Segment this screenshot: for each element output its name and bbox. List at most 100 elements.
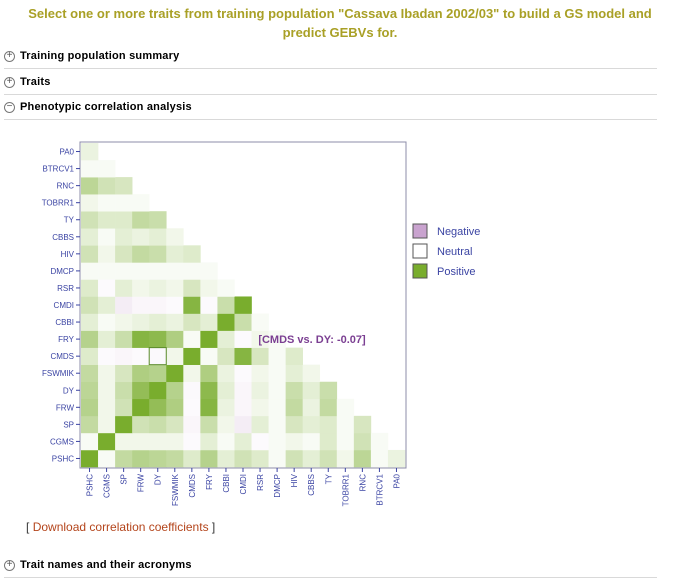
heatmap-cell-SP-HIV[interactable]	[115, 245, 133, 263]
heatmap-cell-RSR-CBBI[interactable]	[251, 313, 269, 331]
heatmap-cell-CMDS-PSHC[interactable]	[183, 449, 201, 468]
heatmap-cell-PSHC-PA0[interactable]	[81, 143, 99, 161]
heatmap-cell-SP-TOBRR1[interactable]	[115, 194, 133, 212]
heatmap-cell-CBBI-DY[interactable]	[217, 381, 235, 400]
heatmap-cell-PA0-PSHC[interactable]	[387, 449, 406, 468]
heatmap-cell-PSHC-DMCP[interactable]	[81, 262, 99, 280]
collapse-icon[interactable]: −	[4, 102, 15, 113]
heatmap-cell-TY-FRW[interactable]	[319, 398, 338, 417]
heatmap-cell-CBBS-SP[interactable]	[302, 415, 321, 434]
heatmap-cell-SP-DY[interactable]	[115, 381, 133, 400]
heatmap-cell-DY-CGMS[interactable]	[149, 432, 167, 451]
heatmap-cell-CMDI-PSHC[interactable]	[234, 449, 252, 468]
heatmap-cell-FSWMIK-RSR[interactable]	[166, 279, 184, 297]
heatmap-cell-DMCP-DY[interactable]	[268, 381, 286, 400]
heatmap-cell-DY-FRW[interactable]	[149, 398, 167, 417]
heatmap-cell-SP-FRW[interactable]	[115, 398, 133, 417]
heatmap-cell-PSHC-FRW[interactable]	[81, 398, 99, 417]
heatmap-cell-DMCP-FSWMIK[interactable]	[268, 364, 286, 383]
heatmap-cell-FSWMIK-DMCP[interactable]	[166, 262, 184, 280]
heatmap-cell-PSHC-FSWMIK[interactable]	[81, 364, 99, 383]
section-phenotypic-correlation[interactable]: − Phenotypic correlation analysis	[4, 99, 657, 120]
heatmap-cell-FRY-FRW[interactable]	[200, 398, 218, 417]
heatmap-cell-CGMS-CMDS[interactable]	[98, 347, 116, 365]
heatmap-cell-CBBI-CBBI[interactable]	[217, 313, 235, 331]
heatmap-cell-DY-CMDI[interactable]	[149, 296, 167, 314]
heatmap-cell-HIV-CGMS[interactable]	[285, 432, 303, 451]
heatmap-cell-CBBS-FSWMIK[interactable]	[302, 364, 321, 383]
heatmap-cell-FSWMIK-FRW[interactable]	[166, 398, 184, 417]
heatmap-cell-CGMS-FRW[interactable]	[98, 398, 116, 417]
heatmap-cell-CGMS-RNC[interactable]	[98, 177, 116, 195]
heatmap-cell-HIV-CMDS[interactable]	[285, 347, 303, 365]
heatmap-cell-CGMS-FSWMIK[interactable]	[98, 364, 116, 383]
heatmap-cell-FSWMIK-FRY[interactable]	[166, 330, 184, 348]
expand-icon[interactable]: +	[4, 77, 15, 88]
heatmap-cell-CBBI-CMDI[interactable]	[217, 296, 235, 314]
heatmap-cell-FRY-CMDI[interactable]	[200, 296, 218, 314]
heatmap-cell-PSHC-RSR[interactable]	[81, 279, 99, 297]
heatmap-cell-FRY-FSWMIK[interactable]	[200, 364, 218, 383]
heatmap-cell-DY-CMDS[interactable]	[149, 347, 167, 365]
heatmap-cell-DMCP-PSHC[interactable]	[268, 449, 286, 468]
heatmap-cell-FRW-CGMS[interactable]	[132, 432, 150, 451]
heatmap-cell-CMDS-SP[interactable]	[183, 415, 201, 434]
heatmap-cell-SP-CBBI[interactable]	[115, 313, 133, 331]
heatmap-cell-DY-DMCP[interactable]	[149, 262, 167, 280]
correlation-heatmap[interactable]: PSHC CGMS SP FRW DY FSWMIK CMDS FRY CBBI CMDI RSR D…	[0, 0, 680, 510]
heatmap-cell-CMDS-HIV[interactable]	[183, 245, 201, 263]
heatmap-cell-DY-PSHC[interactable]	[149, 449, 167, 468]
heatmap-cell-DY-RSR[interactable]	[149, 279, 167, 297]
heatmap-cell-CBBI-SP[interactable]	[217, 415, 235, 434]
heatmap-cell-PSHC-CGMS[interactable]	[81, 432, 99, 451]
heatmap-cell-FRW-CMDS[interactable]	[132, 347, 150, 365]
heatmap-cell-CBBS-FRW[interactable]	[302, 398, 321, 417]
heatmap-cell-SP-RSR[interactable]	[115, 279, 133, 297]
heatmap-cell-FSWMIK-FSWMIK[interactable]	[166, 364, 184, 383]
heatmap-cell-PSHC-CMDI[interactable]	[81, 296, 99, 314]
heatmap-cell-FRY-PSHC[interactable]	[200, 449, 218, 468]
heatmap-cell-DY-FSWMIK[interactable]	[149, 364, 167, 383]
heatmap-cell-CBBI-PSHC[interactable]	[217, 449, 235, 468]
heatmap-cell-FRY-CGMS[interactable]	[200, 432, 218, 451]
heatmap-cell-RSR-PSHC[interactable]	[251, 449, 269, 468]
heatmap-cell-CMDS-CMDI[interactable]	[183, 296, 201, 314]
heatmap-cell-CMDI-CBBI[interactable]	[234, 313, 252, 331]
heatmap-cell-FSWMIK-CBBI[interactable]	[166, 313, 184, 331]
heatmap-cell-RSR-FRY[interactable]	[251, 330, 269, 348]
heatmap-cell-RSR-FSWMIK[interactable]	[251, 364, 269, 383]
heatmap-cell-CGMS-DY[interactable]	[98, 381, 116, 400]
heatmap-cell-TY-PSHC[interactable]	[319, 449, 338, 468]
heatmap-cell-CGMS-CBBI[interactable]	[98, 313, 116, 331]
heatmap-cell-PSHC-BTRCV1[interactable]	[81, 160, 99, 178]
heatmap-cell-FRY-RSR[interactable]	[200, 279, 218, 297]
heatmap-cell-PSHC-CBBS[interactable]	[81, 228, 99, 246]
heatmap-cell-CBBS-CGMS[interactable]	[302, 432, 321, 451]
heatmap-cell-FRW-TOBRR1[interactable]	[132, 194, 150, 212]
heatmap-cell-PSHC-FRY[interactable]	[81, 330, 99, 348]
heatmap-cell-FRW-CMDI[interactable]	[132, 296, 150, 314]
heatmap-cell-CGMS-TOBRR1[interactable]	[98, 194, 116, 212]
heatmap-cell-DY-FRY[interactable]	[149, 330, 167, 348]
heatmap-cell-PSHC-TOBRR1[interactable]	[81, 194, 99, 212]
heatmap-cell-CBBI-CMDS[interactable]	[217, 347, 235, 365]
expand-icon[interactable]: +	[4, 560, 15, 571]
heatmap-cell-CGMS-CBBS[interactable]	[98, 228, 116, 246]
heatmap-cell-SP-CMDS[interactable]	[115, 347, 133, 365]
heatmap-cell-FRW-RSR[interactable]	[132, 279, 150, 297]
heatmap-cell-TY-SP[interactable]	[319, 415, 338, 434]
heatmap-cell-FSWMIK-CMDS[interactable]	[166, 347, 184, 365]
heatmap-cell-FRW-SP[interactable]	[132, 415, 150, 434]
heatmap-cell-TOBRR1-CGMS[interactable]	[336, 432, 355, 451]
heatmap-cell-FRY-FRY[interactable]	[200, 330, 218, 348]
heatmap-cell-DMCP-FRY[interactable]	[268, 330, 286, 348]
heatmap-cell-CMDS-CMDS[interactable]	[183, 347, 201, 365]
heatmap-cell-CMDS-FRY[interactable]	[183, 330, 201, 348]
heatmap-cell-CGMS-CMDI[interactable]	[98, 296, 116, 314]
heatmap-cell-SP-FRY[interactable]	[115, 330, 133, 348]
heatmap-cell-TY-DY[interactable]	[319, 381, 338, 400]
heatmap-cell-SP-CGMS[interactable]	[115, 432, 133, 451]
heatmap-cell-CGMS-BTRCV1[interactable]	[98, 160, 116, 178]
heatmap-cell-FSWMIK-SP[interactable]	[166, 415, 184, 434]
heatmap-cell-CGMS-SP[interactable]	[98, 415, 116, 434]
